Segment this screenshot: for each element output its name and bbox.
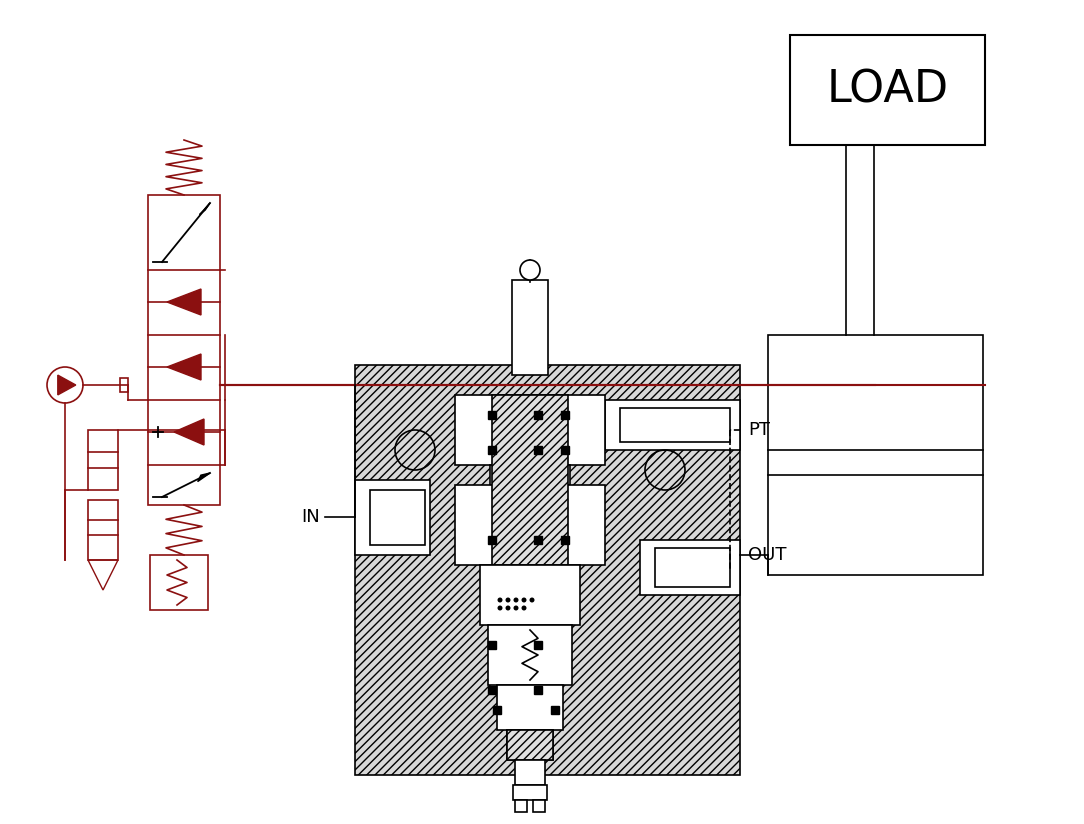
Circle shape [505, 606, 511, 611]
Circle shape [521, 606, 527, 611]
Bar [562, 411, 569, 419]
Polygon shape [167, 289, 201, 315]
Bar [605, 400, 740, 450]
Bar [120, 378, 128, 392]
Text: IN: IN [301, 508, 320, 526]
Circle shape [498, 606, 503, 611]
Bar [640, 540, 740, 595]
Bar [620, 408, 730, 442]
Bar [488, 411, 496, 419]
Bar [655, 548, 730, 587]
Bar [533, 800, 545, 812]
Bar [150, 555, 208, 610]
Bar [507, 730, 553, 760]
Polygon shape [57, 375, 76, 395]
Circle shape [521, 597, 527, 602]
Polygon shape [175, 419, 204, 445]
Bar [88, 500, 118, 560]
Bar [354, 480, 430, 555]
Bar [488, 641, 496, 649]
Bar [513, 785, 547, 800]
Circle shape [520, 260, 540, 280]
Bar [496, 685, 563, 730]
Text: OUT: OUT [748, 546, 787, 564]
Bar [534, 641, 542, 649]
Text: PT: PT [748, 421, 770, 439]
Bar [492, 395, 568, 565]
Circle shape [529, 597, 534, 602]
Bar [515, 760, 545, 785]
Bar [534, 411, 542, 419]
Circle shape [514, 606, 518, 611]
Bar [562, 536, 569, 544]
Bar [88, 430, 118, 490]
Bar [767, 335, 983, 575]
Bar [490, 465, 570, 485]
Bar [480, 565, 580, 625]
Bar [512, 280, 549, 375]
Bar [515, 800, 527, 812]
Polygon shape [167, 354, 201, 380]
Bar [790, 35, 985, 145]
Bar [534, 536, 542, 544]
Polygon shape [199, 203, 210, 214]
Bar [488, 686, 496, 694]
Circle shape [514, 597, 518, 602]
Bar [507, 730, 553, 760]
Circle shape [505, 597, 511, 602]
Circle shape [498, 597, 503, 602]
Polygon shape [197, 473, 210, 481]
Bar [493, 706, 501, 714]
Text: LOAD: LOAD [826, 68, 948, 111]
Bar [488, 446, 496, 454]
Bar [562, 446, 569, 454]
Bar [455, 485, 605, 565]
Bar [354, 365, 740, 775]
Bar [149, 195, 220, 505]
Bar [488, 625, 572, 685]
Bar [551, 706, 559, 714]
Bar [370, 490, 425, 545]
Bar [534, 686, 542, 694]
Bar [455, 395, 605, 465]
Bar [534, 446, 542, 454]
Bar [488, 536, 496, 544]
